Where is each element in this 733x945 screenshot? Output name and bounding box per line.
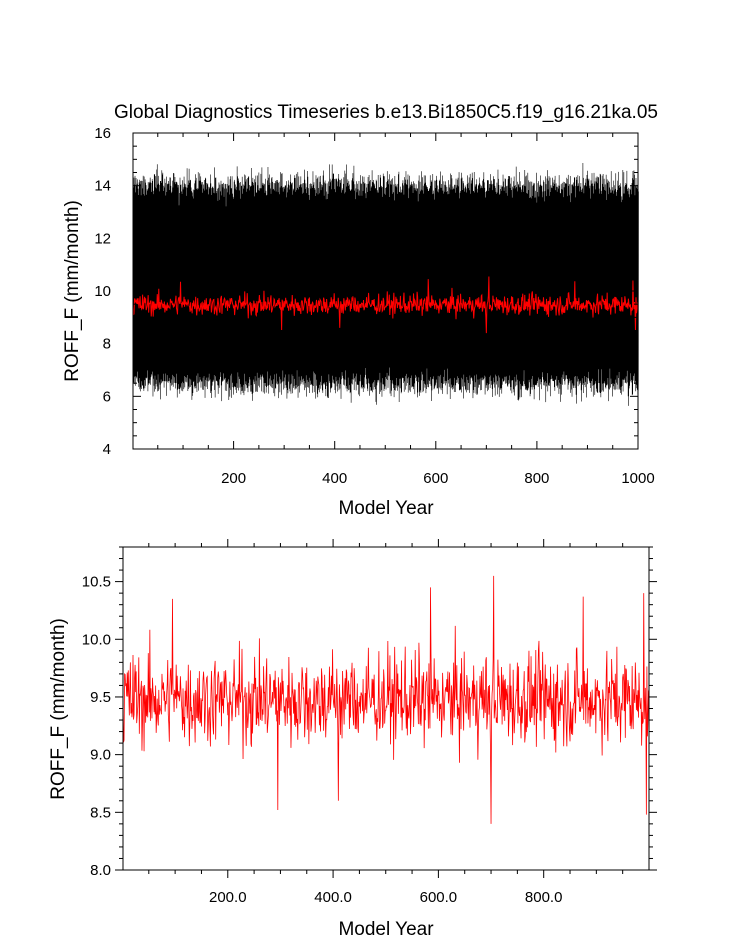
x-tick-label: 400 xyxy=(322,470,347,487)
y-tick-label: 9.0 xyxy=(90,747,111,764)
x-tick-label: 600 xyxy=(423,470,448,487)
bottom-panel: 200.0 400.0 600.0 800.0 8.0 8.5 9.0 9.5 10.0 10.5… xyxy=(48,539,657,940)
annual-mean-series-line xyxy=(132,276,639,334)
bottom-y-axis-label: ROFF_F (mm/month) xyxy=(48,618,69,800)
y-tick-label: 12 xyxy=(94,230,111,247)
x-tick-label: 400.0 xyxy=(314,889,352,906)
y-tick-label: 8.0 xyxy=(90,862,111,879)
annual-mean-series-line xyxy=(122,575,650,824)
x-tick-label: 800 xyxy=(524,470,549,487)
y-tick-label: 4 xyxy=(103,441,111,458)
y-tick-label: 9.5 xyxy=(90,689,111,706)
y-tick-label: 10.0 xyxy=(82,631,111,648)
y-tick-label: 14 xyxy=(94,178,111,195)
bottom-plot-area xyxy=(122,575,650,824)
x-tick-label: 600.0 xyxy=(420,889,458,906)
bottom-x-axis-label: Model Year xyxy=(338,919,434,940)
x-tick-label: 200 xyxy=(221,470,246,487)
x-tick-label: 1000 xyxy=(621,470,654,487)
monthly-series-line xyxy=(132,162,639,406)
top-y-axis-label: ROFF_F (mm/month) xyxy=(62,200,83,382)
x-tick-label: 200.0 xyxy=(209,889,247,906)
y-tick-label: 10.5 xyxy=(82,574,111,591)
chart-title: Global Diagnostics Timeseries b.e13.Bi18… xyxy=(114,102,658,123)
y-tick-label: 16 xyxy=(94,125,111,142)
y-tick-label: 6 xyxy=(103,388,111,405)
y-tick-label: 10 xyxy=(94,283,111,300)
bottom-ticks: 200.0 400.0 600.0 800.0 8.0 8.5 9.0 9.5 10.0 10.5 xyxy=(82,539,657,906)
x-tick-label: 800.0 xyxy=(525,889,563,906)
top-x-axis-label: Model Year xyxy=(338,498,434,519)
top-ticks: 200 400 600 800 1000 4 6 8 10 12 14 16 xyxy=(94,125,654,487)
top-panel: Global Diagnostics Timeseries b.e13.Bi18… xyxy=(62,102,658,519)
y-tick-label: 8.5 xyxy=(90,804,111,821)
top-plot-area xyxy=(132,162,639,406)
y-tick-label: 8 xyxy=(103,336,111,353)
